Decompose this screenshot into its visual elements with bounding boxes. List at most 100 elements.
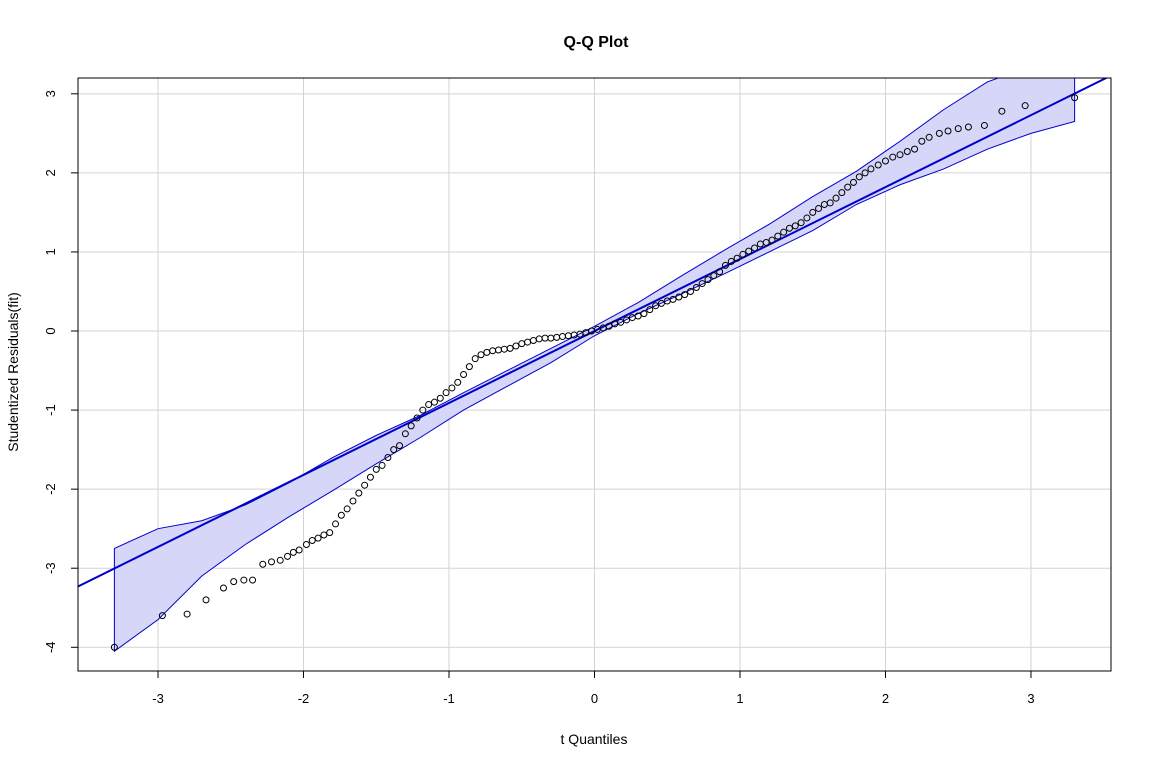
data-point (844, 183, 852, 191)
data-point (471, 355, 479, 363)
data-point (314, 534, 322, 542)
data-point (308, 537, 316, 545)
data-point (721, 261, 729, 269)
data-point (483, 348, 491, 356)
data-point (727, 257, 735, 265)
data-point (809, 208, 817, 216)
data-point (832, 194, 840, 202)
data-point (855, 173, 863, 181)
x-tick-label: 1 (736, 691, 743, 706)
data-point (1021, 102, 1029, 110)
data-point (302, 540, 310, 548)
data-point (547, 334, 555, 342)
data-point (815, 204, 823, 212)
data-point (791, 222, 799, 230)
data-point (944, 127, 952, 135)
data-point (646, 306, 654, 314)
data-point (343, 505, 351, 513)
y-tick-label: -1 (43, 404, 58, 416)
x-tick-label: -1 (443, 691, 455, 706)
data-point (384, 454, 392, 462)
x-axis-label: t Quantiles (561, 731, 628, 747)
data-point (896, 151, 904, 159)
data-point (378, 461, 386, 469)
data-point (558, 333, 566, 341)
data-point (739, 250, 747, 258)
data-point (230, 578, 238, 586)
data-point (861, 169, 869, 177)
data-point (477, 351, 485, 359)
data-point (494, 346, 502, 354)
data-point (838, 189, 846, 197)
chart-title: Q-Q Plot (564, 34, 630, 51)
data-point (332, 520, 340, 528)
data-point (518, 340, 526, 348)
data-point (751, 244, 759, 252)
data-point (535, 335, 543, 343)
data-point (698, 280, 706, 288)
data-point (289, 548, 297, 556)
data-point (954, 125, 962, 133)
data-point (202, 596, 210, 604)
data-point (605, 322, 613, 330)
data-point (623, 316, 631, 324)
data-point (874, 161, 882, 169)
data-point (366, 473, 374, 481)
data-point (500, 345, 508, 353)
data-point (903, 148, 911, 156)
data-point (259, 560, 267, 568)
data-point (372, 465, 380, 473)
data-point (512, 342, 520, 350)
confidence-band-group (113, 78, 1076, 653)
data-point (669, 295, 677, 303)
data-point (407, 422, 415, 430)
data-point (889, 153, 897, 161)
data-point (657, 299, 665, 307)
y-tick-label: -3 (43, 562, 58, 574)
data-point (826, 199, 834, 207)
x-tick-label: -3 (152, 691, 164, 706)
data-point (881, 157, 889, 165)
data-point (911, 145, 919, 153)
data-point (284, 552, 292, 560)
data-point (276, 556, 284, 564)
data-point (935, 129, 943, 137)
x-tick-label: 2 (882, 691, 889, 706)
data-point (692, 284, 700, 292)
data-point (337, 511, 345, 519)
data-point (460, 371, 468, 378)
y-tick-label: -4 (43, 641, 58, 653)
data-point (268, 558, 276, 566)
data-point (320, 531, 328, 539)
data-point (687, 287, 695, 295)
data-point (652, 302, 660, 310)
data-point (553, 333, 561, 341)
data-point (326, 529, 334, 537)
data-point (436, 394, 444, 402)
data-point (918, 137, 926, 145)
data-point (506, 344, 514, 352)
data-point (762, 238, 770, 246)
data-point (524, 338, 532, 346)
data-point (617, 318, 625, 326)
data-point (396, 442, 404, 450)
data-point (640, 310, 648, 318)
data-point (710, 272, 718, 280)
data-point (1071, 94, 1079, 102)
x-tick-label: -2 (298, 691, 310, 706)
data-point (349, 497, 357, 505)
data-points (110, 94, 1079, 651)
y-tick-label: 1 (43, 248, 58, 255)
data-point (564, 332, 572, 340)
data-point (780, 228, 788, 236)
data-point (413, 414, 421, 422)
data-point (925, 133, 933, 141)
data-point (768, 236, 776, 244)
data-point (442, 389, 450, 397)
data-point (240, 576, 248, 584)
data-point (675, 293, 683, 301)
y-axis-label: Studentized Residuals(fit) (5, 292, 21, 452)
data-point (390, 446, 398, 454)
data-point (249, 576, 257, 584)
